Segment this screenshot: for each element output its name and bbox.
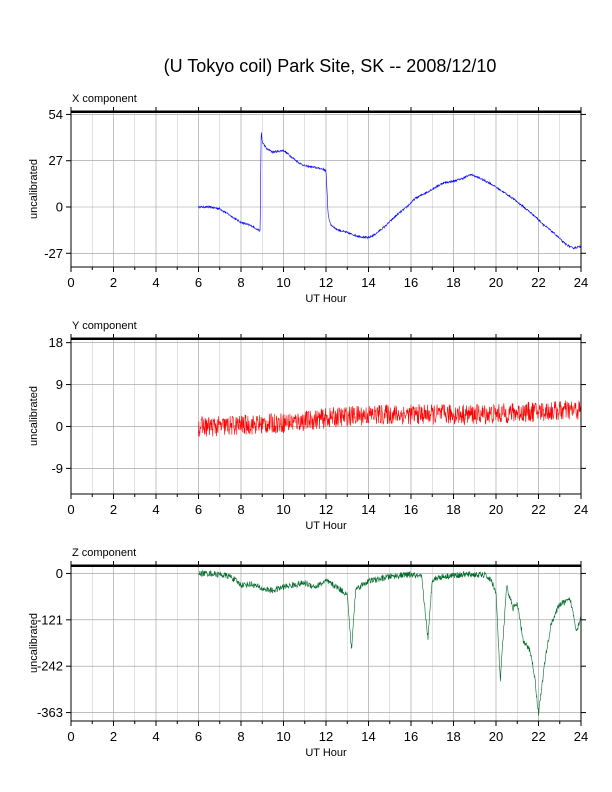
x-axis-label: UT Hour — [305, 747, 347, 759]
x-tick-label: 20 — [489, 502, 503, 517]
panel-label: Z component — [72, 547, 136, 559]
y-axis-label: uncalibrated — [28, 386, 40, 446]
y-tick-label: 27 — [49, 153, 63, 168]
x-tick-label: 16 — [404, 729, 418, 744]
y-tick-label: 9 — [56, 377, 63, 392]
x-tick-label: 12 — [319, 502, 333, 517]
y-tick-label: 54 — [49, 107, 63, 122]
x-tick-label: 0 — [67, 502, 74, 517]
panel-label: X component — [72, 93, 137, 105]
x-tick-label: 14 — [361, 275, 375, 290]
y-axis-label: uncalibrated — [28, 159, 40, 219]
x-tick-label: 12 — [319, 729, 333, 744]
y-tick-label: 0 — [56, 566, 63, 581]
x-tick-label: 12 — [319, 275, 333, 290]
y-tick-label: -9 — [51, 461, 63, 476]
x-tick-label: 2 — [110, 729, 117, 744]
x-tick-label: 2 — [110, 275, 117, 290]
x-tick-label: 16 — [404, 275, 418, 290]
x-tick-label: 22 — [531, 275, 545, 290]
panel-label: Y component — [72, 320, 137, 332]
x-tick-label: 18 — [446, 729, 460, 744]
x-tick-label: 6 — [195, 502, 202, 517]
x-tick-label: 6 — [195, 275, 202, 290]
x-tick-label: 10 — [276, 502, 290, 517]
x-tick-label: 4 — [152, 502, 159, 517]
x-tick-label: 20 — [489, 275, 503, 290]
x-tick-label: 24 — [574, 729, 588, 744]
x-tick-label: 2 — [110, 502, 117, 517]
x-tick-label: 8 — [237, 275, 244, 290]
y-tick-label: -242 — [37, 659, 63, 674]
x-tick-label: 18 — [446, 275, 460, 290]
x-tick-label: 10 — [276, 729, 290, 744]
x-tick-label: 14 — [361, 729, 375, 744]
y-tick-label: 18 — [49, 335, 63, 350]
x-tick-label: 24 — [574, 502, 588, 517]
x-tick-label: 24 — [574, 275, 588, 290]
y-tick-label: 0 — [56, 200, 63, 215]
y-tick-label: -121 — [37, 612, 63, 627]
x-tick-label: 4 — [152, 729, 159, 744]
x-tick-label: 0 — [67, 729, 74, 744]
x-tick-label: 22 — [531, 502, 545, 517]
x-tick-label: 16 — [404, 502, 418, 517]
series-line — [198, 132, 582, 250]
x-tick-label: 22 — [531, 729, 545, 744]
x-tick-label: 0 — [67, 275, 74, 290]
x-tick-label: 10 — [276, 275, 290, 290]
x-tick-label: 14 — [361, 502, 375, 517]
y-tick-label: -27 — [44, 246, 63, 261]
x-axis-label: UT Hour — [305, 520, 347, 532]
x-tick-label: 18 — [446, 502, 460, 517]
series-line — [198, 400, 582, 437]
x-tick-label: 4 — [152, 275, 159, 290]
x-tick-label: 20 — [489, 729, 503, 744]
page-title: (U Tokyo coil) Park Site, SK -- 2008/12/… — [163, 56, 497, 76]
series-line — [198, 569, 582, 716]
x-axis-label: UT Hour — [305, 293, 347, 305]
y-tick-label: 0 — [56, 419, 63, 434]
x-tick-label: 8 — [237, 729, 244, 744]
y-tick-label: -363 — [37, 705, 63, 720]
x-tick-label: 6 — [195, 729, 202, 744]
y-axis-label: uncalibrated — [28, 613, 40, 673]
x-tick-label: 8 — [237, 502, 244, 517]
